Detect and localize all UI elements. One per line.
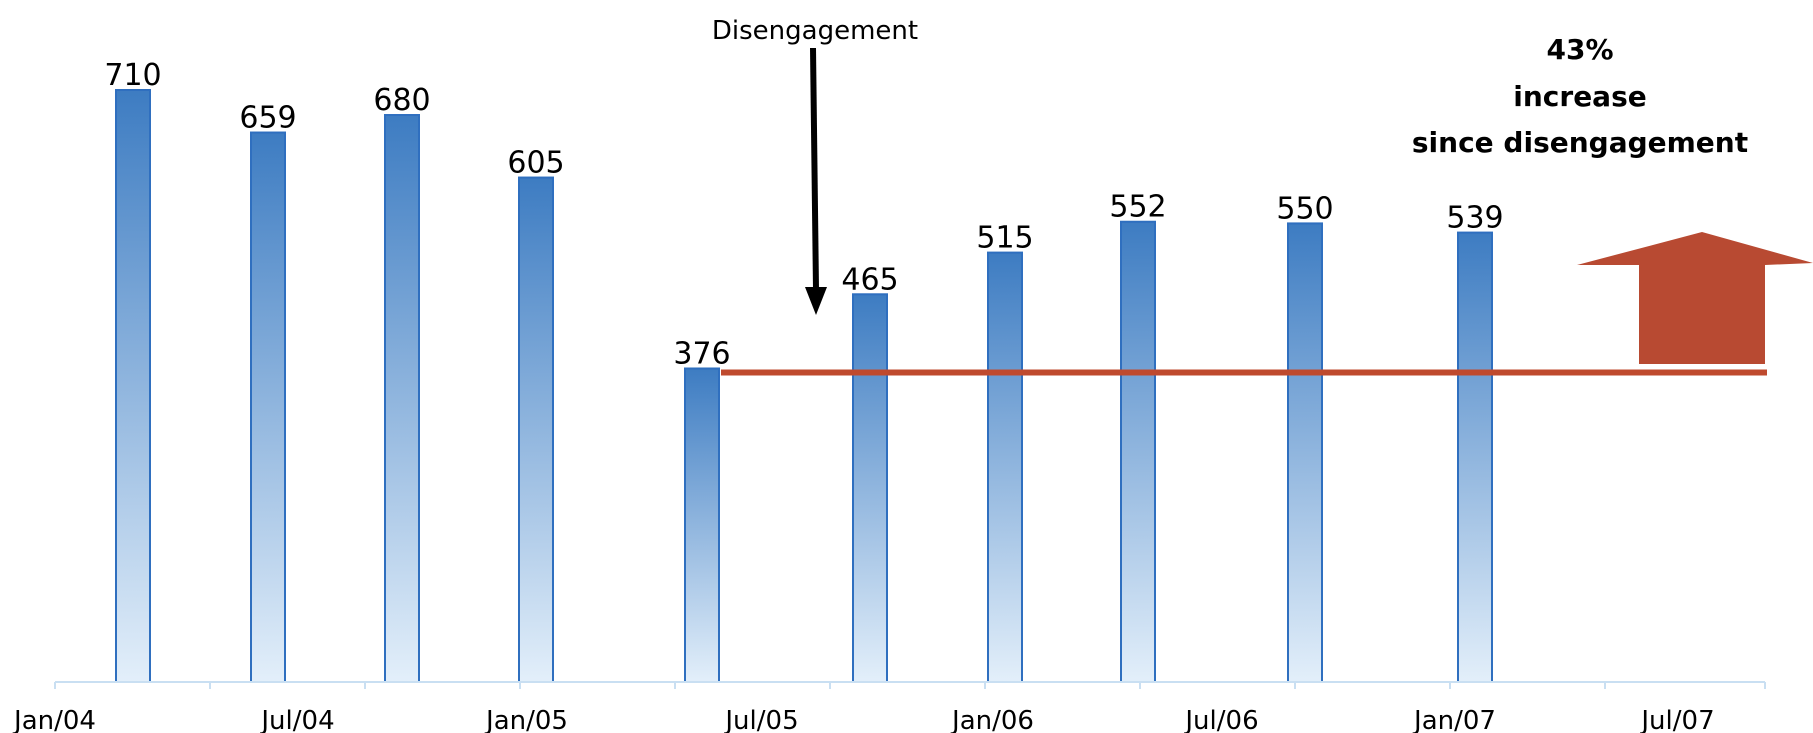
increase-callout: 43% increase since disengagement bbox=[1412, 33, 1813, 364]
value-label: 710 bbox=[104, 58, 161, 93]
bar-aug-07 bbox=[1457, 231, 1493, 683]
x-tick-label: Jul/04 bbox=[259, 706, 334, 733]
x-tick-label: Jan/07 bbox=[1412, 706, 1496, 733]
disengagement-annotation: Disengagement bbox=[712, 16, 918, 315]
x-tick-label: Jan/04 bbox=[12, 706, 96, 733]
value-label: 680 bbox=[373, 83, 430, 118]
value-label: 465 bbox=[841, 262, 898, 297]
value-label: 550 bbox=[1276, 191, 1333, 226]
x-ticks-group bbox=[54, 682, 1766, 689]
bar-feb-05 bbox=[518, 176, 554, 684]
bar-jun-04 bbox=[250, 131, 286, 684]
bar-aug-05 bbox=[684, 367, 720, 683]
bar-jun-06 bbox=[987, 251, 1023, 683]
callout-since-disengagement: since disengagement bbox=[1412, 126, 1748, 159]
value-labels-group: 710 659 680 605 376 465 515 552 550 539 bbox=[104, 58, 1503, 371]
value-label: 552 bbox=[1109, 190, 1166, 225]
value-label: 659 bbox=[239, 101, 296, 136]
disengagement-arrow-shaft bbox=[810, 47, 819, 291]
disengagement-label: Disengagement bbox=[712, 16, 918, 46]
value-label: 376 bbox=[673, 336, 730, 371]
bar-feb-06 bbox=[852, 293, 888, 683]
x-tick-label: Jul/06 bbox=[1183, 706, 1258, 733]
bar-feb-04 bbox=[115, 89, 151, 683]
bars-group bbox=[115, 89, 1493, 684]
up-arrow-icon bbox=[1577, 232, 1813, 364]
x-tick-label: Jul/07 bbox=[1639, 706, 1714, 733]
value-label: 539 bbox=[1446, 201, 1503, 236]
bar-oct-06 bbox=[1120, 220, 1156, 683]
x-tick-labels-group: Jan/04 Jul/04 Jan/05 Jul/05 Jan/06 Jul/06 Jan/… bbox=[12, 706, 1715, 733]
disengagement-arrow-head bbox=[805, 287, 827, 315]
value-label: 605 bbox=[507, 146, 564, 181]
bar-feb-07 bbox=[1287, 222, 1323, 683]
x-tick-label: Jan/05 bbox=[484, 706, 568, 733]
bar-oct-04 bbox=[384, 114, 420, 683]
callout-increase: increase bbox=[1513, 80, 1646, 113]
x-tick-label: Jan/06 bbox=[950, 706, 1034, 733]
callout-percent: 43% bbox=[1546, 33, 1613, 66]
x-tick-label: Jul/05 bbox=[723, 706, 798, 733]
value-label: 515 bbox=[976, 221, 1033, 256]
